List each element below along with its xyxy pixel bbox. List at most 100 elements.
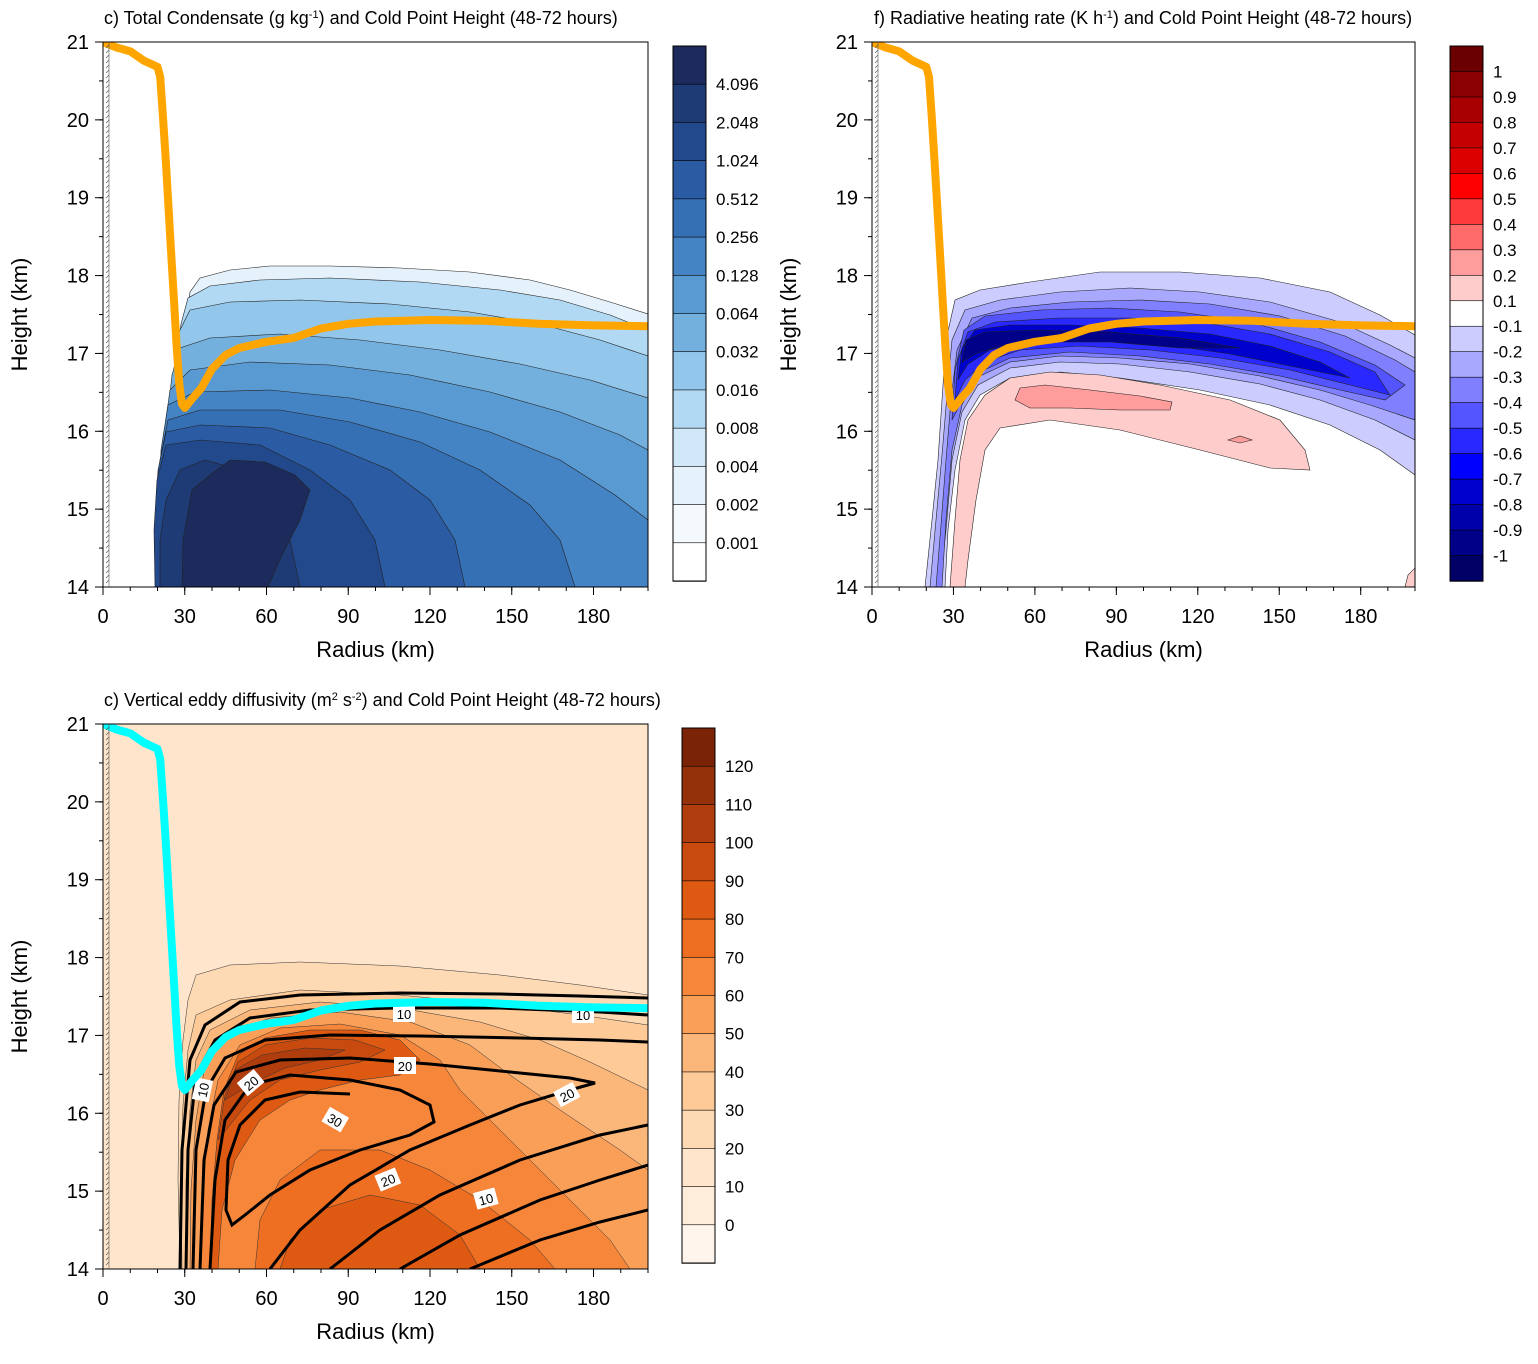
x-tick-label: 30 — [942, 606, 964, 628]
colorbar-label: -0.3 — [1493, 368, 1522, 387]
svg-text:30: 30 — [325, 1110, 345, 1130]
colorbar-label: 0.9 — [1493, 88, 1517, 107]
y-tick-label: 15 — [67, 1181, 89, 1203]
colorbar-label: 0.2 — [1493, 266, 1517, 285]
y-tick-label: 21 — [836, 32, 858, 54]
panel-radiative: f) Radiative heating rate (K h-1) and Co… — [776, 8, 1522, 662]
colorbar-label: 0.256 — [716, 228, 759, 247]
colorbar-bin — [672, 351, 707, 391]
y-tick-label: 15 — [67, 499, 89, 521]
panel-condensate: c) Total Condensate (g kg-1) and Cold Po… — [7, 8, 759, 662]
contour-label: 20 — [374, 1167, 402, 1192]
contour-label: 20 — [394, 1057, 416, 1074]
colorbar-bin — [1449, 71, 1484, 98]
x-tick-label: 30 — [174, 606, 196, 628]
y-tick-label: 21 — [67, 32, 89, 54]
svg-text:10: 10 — [397, 1007, 411, 1022]
colorbar-bin — [681, 842, 716, 882]
colorbar-label: 50 — [725, 1025, 744, 1044]
colorbar-bin — [672, 198, 707, 238]
colorbar-label: 40 — [725, 1063, 744, 1082]
colorbar-bin — [1449, 427, 1484, 455]
x-tick-label: 60 — [255, 606, 277, 628]
y-axis-label: Height (km) — [7, 940, 32, 1054]
colorbar-label: -0.1 — [1493, 317, 1522, 336]
colorbar-label: -0.7 — [1493, 470, 1522, 489]
y-tick-label: 21 — [67, 714, 89, 736]
colorbar-label: 10 — [725, 1178, 744, 1197]
colorbar-bin — [681, 727, 716, 767]
panel-diffusivity-title: c) Vertical eddy diffusivity (m2 s-2) an… — [104, 690, 661, 710]
y-tick-label: 20 — [836, 110, 858, 132]
y-tick-label: 16 — [67, 421, 89, 443]
y-tick-label: 17 — [67, 343, 89, 365]
colorbar-bin — [672, 313, 707, 353]
x-tick-label: 180 — [577, 606, 610, 628]
colorbar-bin — [1449, 504, 1484, 531]
y-tick-label: 20 — [67, 792, 89, 814]
x-tick-label: 90 — [337, 1288, 359, 1310]
colorbar-label: 80 — [725, 910, 744, 929]
colorbar-bin — [1449, 376, 1484, 404]
colorbar-label: 0 — [725, 1216, 734, 1235]
x-tick-label: 90 — [1105, 606, 1127, 628]
y-tick-label: 18 — [67, 266, 89, 288]
colorbar-label: 0.5 — [1493, 190, 1517, 209]
panel-condensate-title: c) Total Condensate (g kg-1) and Cold Po… — [104, 8, 618, 28]
colorbar-bin — [1449, 45, 1484, 73]
colorbar-label: 0.001 — [716, 534, 759, 553]
axes: 0 30 60 90 120 150 180 14 15 16 17 18 19 20 21 Radius (… — [7, 714, 649, 1344]
colorbar-label: 90 — [725, 872, 744, 891]
y-tick-label: 16 — [67, 1103, 89, 1125]
colorbar-bin — [672, 504, 707, 544]
x-tick-label: 120 — [413, 606, 446, 628]
contour-label: 10 — [393, 1005, 415, 1022]
x-tick-label: 180 — [1344, 606, 1377, 628]
diffusivity-field: 10 10 20 20 20 10 30 20 10 — [103, 724, 648, 1269]
x-axis-label: Radius (km) — [316, 637, 435, 662]
colorbar-bin — [672, 542, 707, 582]
svg-text:10: 10 — [195, 1081, 213, 1098]
colorbar-bin — [1449, 147, 1484, 175]
colorbar-label: 100 — [725, 834, 753, 853]
colorbar-bin — [672, 122, 707, 162]
x-tick-label: 150 — [495, 606, 528, 628]
colorbar-bin — [681, 1186, 716, 1226]
colorbar-bin — [1449, 224, 1484, 251]
colorbar-label: 2.048 — [716, 113, 759, 132]
colorbar-bin — [681, 956, 716, 997]
colorbar-label: 70 — [725, 948, 744, 967]
y-tick-label: 17 — [836, 343, 858, 365]
colorbar-label: 1.024 — [716, 152, 759, 171]
colorbar-bin — [681, 880, 716, 920]
x-tick-label: 150 — [495, 1288, 528, 1310]
condensate-field — [103, 42, 648, 587]
x-tick-label: 180 — [577, 1288, 610, 1310]
colorbar-label: 60 — [725, 987, 744, 1006]
colorbar-label: 0.002 — [716, 496, 759, 515]
colorbar-label: 0.1 — [1493, 292, 1517, 311]
colorbar-label: 0.6 — [1493, 164, 1517, 183]
colorbar-bin — [681, 1033, 716, 1073]
colorbar-label: 0.8 — [1493, 113, 1517, 132]
axes: 0 30 60 90 120 150 180 14 15 16 17 18 19 20 21 Radius (… — [776, 32, 1416, 662]
y-tick-label: 19 — [67, 870, 89, 892]
colorbar-bin — [672, 274, 707, 315]
colorbar-bin — [672, 160, 707, 200]
colorbar-bin — [1449, 325, 1484, 353]
y-tick-label: 16 — [836, 421, 858, 443]
x-tick-label: 0 — [97, 1288, 108, 1310]
colorbar-bin — [681, 1071, 716, 1111]
colorbar-bin — [1449, 96, 1484, 124]
x-tick-label: 0 — [97, 606, 108, 628]
colorbar-label: 120 — [725, 757, 753, 776]
colorbar-bin — [672, 389, 707, 429]
x-tick-label: 90 — [337, 606, 359, 628]
colorbar-bin — [681, 995, 716, 1035]
svg-text:20: 20 — [398, 1059, 412, 1074]
y-tick-label: 14 — [67, 1259, 89, 1281]
colorbar-label: 0.008 — [716, 419, 759, 438]
colorbar-label: 30 — [725, 1101, 744, 1120]
